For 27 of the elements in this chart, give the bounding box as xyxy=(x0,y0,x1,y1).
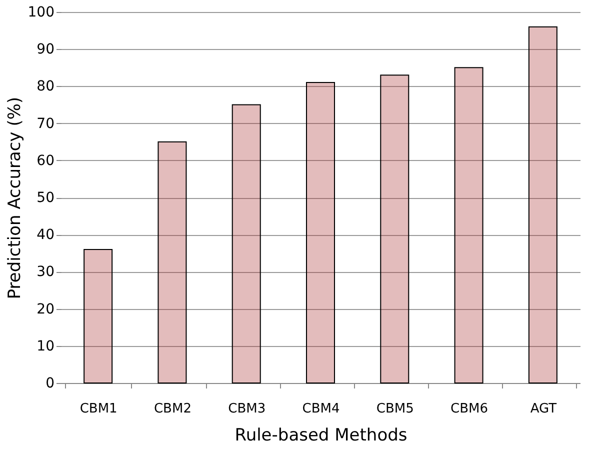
y-tick-label: 50 xyxy=(36,190,54,206)
y-axis-title: Prediction Accuracy (%) xyxy=(4,96,25,300)
y-tick-label: 80 xyxy=(36,78,54,95)
x-tick-label: CBM5 xyxy=(376,402,414,416)
bar xyxy=(232,104,261,384)
bar xyxy=(158,141,187,384)
bar xyxy=(454,67,484,384)
bar xyxy=(306,82,335,384)
bar xyxy=(528,26,558,384)
y-tick-label: 30 xyxy=(36,264,54,280)
bar xyxy=(380,74,410,384)
y-tick-label: 0 xyxy=(46,376,54,392)
y-tick-label: 90 xyxy=(36,42,54,58)
y-tick-label: 100 xyxy=(28,4,54,20)
x-tick-label: AGT xyxy=(530,402,557,416)
bar xyxy=(84,248,113,384)
x-axis-title: Rule-based Methods xyxy=(234,426,408,446)
x-tick-label: CBM4 xyxy=(302,402,340,416)
x-tick-label: CBM3 xyxy=(228,402,266,416)
y-tick-label: 60 xyxy=(36,152,54,169)
y-tick-label: 70 xyxy=(36,116,54,132)
x-tick-label: CBM2 xyxy=(154,402,192,416)
x-tick-label: CBM6 xyxy=(450,402,488,416)
x-tick-label: CBM1 xyxy=(80,402,118,416)
y-tick-label: 20 xyxy=(36,301,54,318)
y-tick-label: 40 xyxy=(36,227,54,244)
y-tick-label: 10 xyxy=(36,338,54,354)
